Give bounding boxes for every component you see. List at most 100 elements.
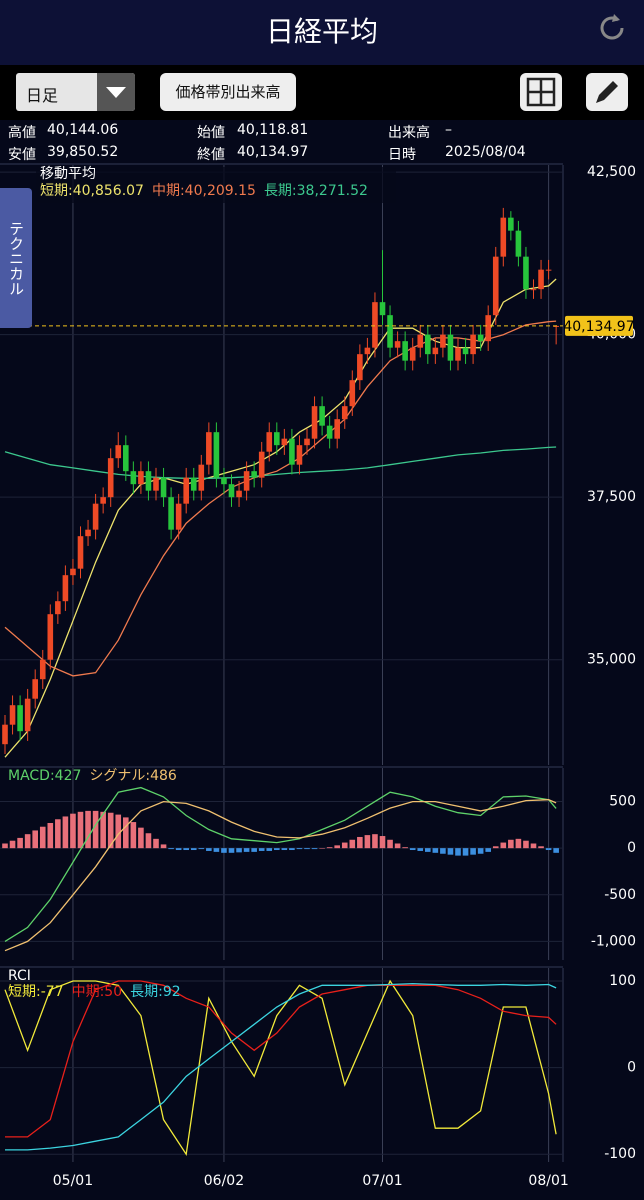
histogram-bar xyxy=(417,848,424,851)
period-dropdown[interactable]: 日足 xyxy=(16,73,135,111)
candle-body xyxy=(523,256,529,290)
candle-body xyxy=(289,438,295,465)
candle-body xyxy=(470,334,476,355)
histogram-bar xyxy=(372,834,378,849)
histogram-bar xyxy=(145,833,152,849)
candle-body xyxy=(372,302,378,348)
histogram-bar xyxy=(183,848,189,851)
candle-body xyxy=(107,458,114,498)
histogram-bar xyxy=(100,811,106,849)
y-tick-label: -1,000 xyxy=(591,933,636,949)
candle-body xyxy=(311,406,318,439)
x-tick-label: 06/02 xyxy=(204,1173,244,1189)
info-label: 終値 xyxy=(197,147,225,163)
y-tick-label: 0 xyxy=(627,840,636,856)
candle-body xyxy=(274,432,280,446)
candle-body xyxy=(9,705,16,725)
histogram-bar xyxy=(364,835,371,849)
histogram-bar xyxy=(349,839,356,849)
x-tick-label: 08/01 xyxy=(528,1173,568,1189)
candle-body xyxy=(349,380,356,407)
panel-title: RCI xyxy=(8,968,31,984)
technical-tab[interactable]: テクニカル xyxy=(0,188,32,328)
candle-body xyxy=(515,230,522,257)
histogram-bar xyxy=(160,844,167,849)
candle-body xyxy=(500,217,507,257)
candle-body xyxy=(379,302,386,316)
grid-button[interactable] xyxy=(520,73,562,111)
histogram-bar xyxy=(39,826,46,849)
y-tick-label: 42,500 xyxy=(587,164,636,180)
candle-body xyxy=(85,529,91,537)
panel-title: 移動平均 xyxy=(40,166,96,182)
candle-body xyxy=(123,445,129,472)
candle-body xyxy=(2,724,8,745)
candle-body xyxy=(281,438,288,446)
candle-body xyxy=(455,347,461,361)
histogram-bar xyxy=(538,846,544,849)
histogram-bar xyxy=(115,814,122,849)
candle-body xyxy=(206,432,212,465)
histogram-bar xyxy=(175,848,182,851)
histogram-bar xyxy=(477,848,484,854)
line xyxy=(5,982,557,1151)
info-value: 40,118.81 xyxy=(237,122,309,138)
legend-entry: 中期:40,209.15 xyxy=(152,183,256,199)
info-label: 始値 xyxy=(197,125,225,141)
candle-body xyxy=(319,406,325,426)
info-label: 出来高 xyxy=(388,125,430,141)
last-price-label: 40,134.97 xyxy=(563,319,634,335)
candle-body xyxy=(387,315,393,348)
y-tick-label: 500 xyxy=(609,794,636,810)
candle-body xyxy=(32,679,38,699)
line xyxy=(4,799,557,952)
histogram-bar xyxy=(500,842,507,849)
candle-body xyxy=(462,347,469,355)
candle-body xyxy=(168,497,174,530)
toolbar: 日足 価格帯別出来高 xyxy=(0,65,644,120)
histogram-bar xyxy=(492,846,499,849)
legend-background xyxy=(36,167,396,203)
candle-body xyxy=(183,477,189,504)
histogram-bar xyxy=(304,848,310,850)
legend-entry: 短期:40,856.07 xyxy=(40,183,144,199)
histogram-bar xyxy=(206,848,212,851)
histogram-bar xyxy=(258,848,265,851)
title: 日経平均 xyxy=(265,15,378,48)
histogram-bar xyxy=(379,836,386,849)
histogram-bar xyxy=(515,838,522,849)
candle-body xyxy=(440,334,446,348)
candle-body xyxy=(243,471,250,491)
histogram-bar xyxy=(138,827,144,849)
histogram-bar xyxy=(9,840,16,849)
dropdown-arrow xyxy=(97,73,135,111)
histogram-bar xyxy=(62,816,69,849)
y-tick-label: 35,000 xyxy=(587,652,636,668)
candle-body xyxy=(77,536,84,569)
x-tick-label: 05/01 xyxy=(53,1173,93,1189)
volume-button[interactable]: 価格帯別出来高 xyxy=(160,73,296,111)
refresh-icon[interactable] xyxy=(0,0,644,65)
candle-body xyxy=(485,315,491,342)
info-label: 高値 xyxy=(8,125,36,141)
candle-body xyxy=(175,503,182,530)
header: 日経平均 xyxy=(0,0,644,65)
histogram-bar xyxy=(319,848,325,849)
candle-body xyxy=(55,601,61,615)
histogram-bar xyxy=(190,848,197,851)
line xyxy=(4,320,557,677)
histogram-bar xyxy=(296,848,303,850)
histogram-bar xyxy=(24,834,31,849)
histogram-bar xyxy=(447,848,454,855)
histogram-bar xyxy=(387,839,393,849)
histogram-bar xyxy=(341,842,348,849)
draw-button[interactable] xyxy=(586,73,628,111)
candle-body xyxy=(17,705,23,732)
histogram-bar xyxy=(107,812,114,849)
candle-body xyxy=(304,438,310,446)
histogram-bar xyxy=(92,810,99,849)
legend-entry: 中期:50 xyxy=(72,984,123,1000)
histogram-bar xyxy=(213,848,220,852)
histogram-bar xyxy=(281,848,288,851)
histogram-bar xyxy=(47,822,54,849)
